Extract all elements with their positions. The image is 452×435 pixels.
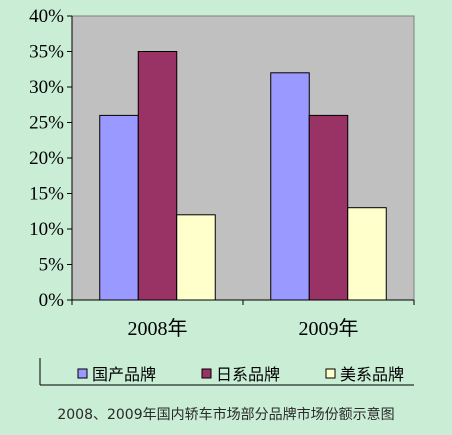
bar [137, 51, 178, 301]
legend: 国产品牌 日系品牌 美系品牌 [39, 358, 414, 386]
y-tick-label: 0% [39, 290, 65, 311]
x-category-label: 2009年 [299, 317, 359, 340]
legend-label: 国产品牌 [92, 365, 156, 384]
y-tick-label: 20% [29, 148, 64, 169]
legend-swatch [77, 368, 88, 379]
legend-label: 美系品牌 [340, 365, 404, 384]
bar [270, 72, 310, 301]
bar [308, 114, 349, 301]
x-category-label: 2008年 [128, 317, 188, 340]
y-axis: 0% 5% 10% 15% 20% 25% 30% 35% 40% [29, 6, 73, 311]
bar [99, 114, 139, 301]
y-tick-label: 30% [29, 77, 64, 98]
y-tick-label: 15% [29, 184, 64, 205]
y-tick-label: 25% [29, 113, 64, 134]
y-tick-label: 10% [29, 219, 64, 240]
legend-swatch [325, 368, 336, 379]
chart-caption: 2008、2009年国内轿车市场部分品牌市场份额示意图 [57, 406, 394, 423]
bar [176, 214, 216, 301]
x-axis: 2008年 2009年 [71, 299, 415, 340]
y-tick-label: 35% [29, 42, 64, 63]
bar [347, 207, 387, 301]
legend-label: 日系品牌 [216, 365, 280, 384]
bars-layer [99, 51, 387, 301]
legend-swatch [201, 368, 212, 379]
y-tick-label: 40% [29, 6, 64, 27]
y-tick-label: 5% [39, 255, 65, 276]
